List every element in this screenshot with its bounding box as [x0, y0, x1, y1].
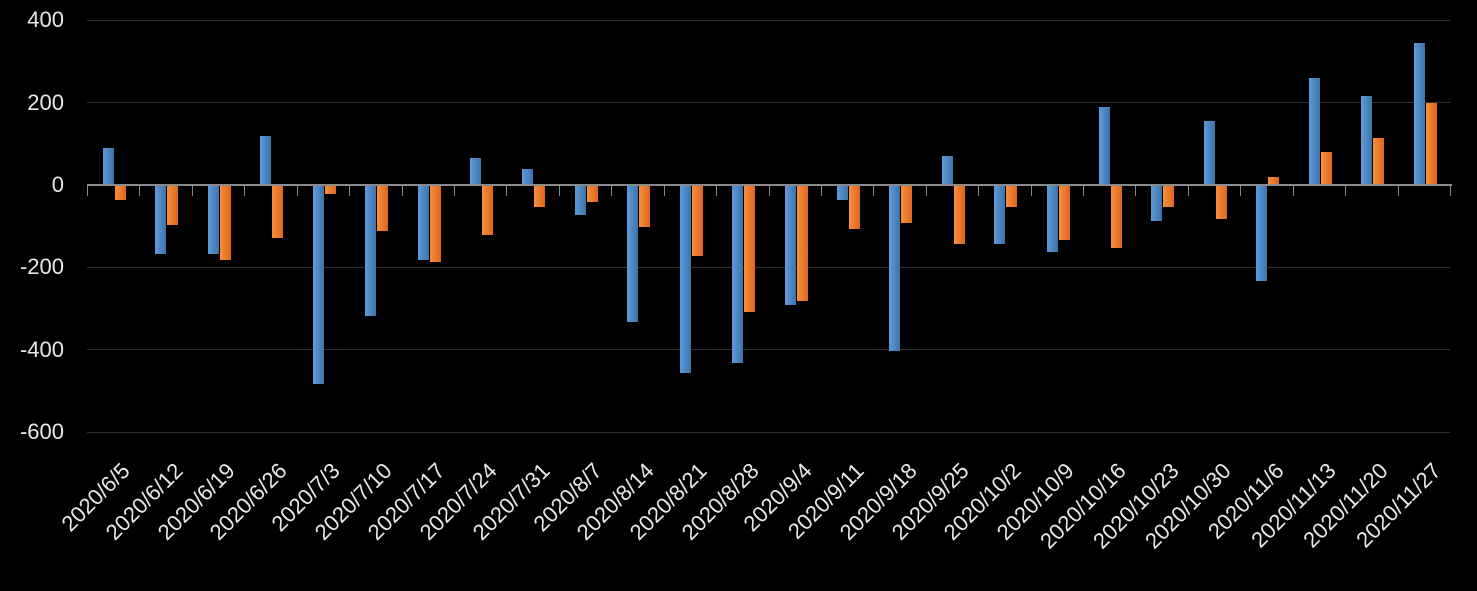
bar-series-2-orange: [901, 186, 913, 224]
axis-tick: [716, 186, 718, 196]
bar-series-2-orange: [534, 186, 546, 207]
bar-series-1-blue: [417, 186, 429, 261]
axis-tick: [244, 186, 246, 196]
bar-series-1-blue: [889, 186, 901, 351]
y-axis-label: -600: [19, 419, 64, 445]
bar-series-2-orange: [691, 186, 703, 257]
axis-tick: [820, 186, 822, 196]
bar-series-1-blue: [1099, 106, 1111, 185]
bar-series-2-orange: [1058, 186, 1070, 240]
bar-series-2-orange: [953, 186, 965, 244]
bar-series-2-orange: [1425, 102, 1437, 185]
bar-series-1-blue: [1361, 96, 1373, 185]
x-axis-line: [87, 184, 1452, 186]
bar-series-2-orange: [848, 186, 860, 230]
bar-series-2-orange: [1320, 152, 1332, 185]
gridline--400: [87, 349, 1450, 351]
bar-series-1-blue: [260, 135, 272, 185]
axis-tick: [768, 186, 770, 196]
axis-tick: [1397, 186, 1399, 196]
axis-tick: [873, 186, 875, 196]
y-axis-label: 0: [51, 172, 64, 197]
bar-series-1-blue: [312, 186, 324, 384]
axis-tick: [1345, 186, 1347, 196]
bar-series-1-blue: [1151, 186, 1163, 222]
bar-series-2-orange: [481, 186, 493, 236]
bar-series-2-orange: [429, 186, 441, 263]
axis-tick: [453, 186, 455, 196]
bar-series-1-blue: [679, 186, 691, 374]
bar-series-1-blue: [1046, 186, 1058, 252]
bar-series-2-orange: [1006, 186, 1018, 207]
axis-tick: [611, 186, 613, 196]
bar-series-2-orange: [1215, 186, 1227, 219]
bar-series-2-orange: [1111, 186, 1123, 248]
axis-tick: [978, 186, 980, 196]
axis-tick: [1450, 186, 1451, 196]
y-axis-label: -400: [19, 336, 64, 362]
gridline--600: [87, 431, 1450, 433]
y-axis-label: -200: [19, 254, 64, 280]
bar-series-2-orange: [115, 186, 126, 201]
bar-series-1-blue: [784, 186, 796, 306]
gridline--200: [87, 266, 1450, 268]
bar-series-1-blue: [1413, 42, 1425, 185]
bar-series-1-blue: [836, 186, 848, 201]
bar-series-2-orange: [272, 186, 284, 238]
bar-series-1-blue: [207, 186, 219, 254]
axis-tick: [139, 186, 141, 196]
bar-series-2-orange: [639, 186, 651, 228]
axis-tick: [558, 186, 560, 196]
bar-series-2-orange: [1268, 176, 1280, 185]
bar-series-1-blue: [469, 158, 481, 185]
bar-series-1-blue: [994, 186, 1006, 244]
axis-tick: [191, 186, 193, 196]
axis-tick: [349, 186, 351, 196]
bar-series-1-blue: [574, 186, 586, 215]
gridline-400: [87, 19, 1450, 21]
axis-tick: [506, 186, 508, 196]
bar-series-2-orange: [167, 186, 179, 226]
bar-series-1-blue: [1308, 77, 1320, 185]
bar-series-1-blue: [103, 147, 114, 185]
axis-tick: [401, 186, 403, 196]
bar-series-2-orange: [1373, 137, 1385, 185]
axis-tick: [1135, 186, 1137, 196]
axis-tick: [1292, 186, 1294, 196]
bar-series-1-blue: [522, 168, 534, 185]
bar-series-2-orange: [796, 186, 808, 302]
y-axis-label: 200: [27, 89, 64, 115]
bar-series-2-orange: [324, 186, 336, 195]
bar-series-1-blue: [941, 156, 953, 185]
axis-tick: [1083, 186, 1085, 196]
bar-series-2-orange: [219, 186, 231, 261]
bar-series-1-blue: [627, 186, 639, 322]
bar-series-1-blue: [732, 186, 744, 364]
bar-series-2-orange: [1163, 186, 1175, 207]
bar-series-2-orange: [377, 186, 389, 232]
bar-series-1-blue: [1256, 186, 1268, 281]
gridline-200: [87, 102, 1450, 104]
axis-tick: [1187, 186, 1189, 196]
bar-series-1-blue: [155, 186, 167, 254]
axis-tick: [663, 186, 665, 196]
bar-series-2-orange: [744, 186, 756, 312]
axis-tick: [925, 186, 927, 196]
bar-series-1-blue: [365, 186, 377, 316]
bar-series-2-orange: [586, 186, 598, 203]
axis-tick: [1240, 186, 1242, 196]
axis-tick: [87, 186, 88, 196]
axis-tick: [296, 186, 298, 196]
axis-tick: [1030, 186, 1032, 196]
bar-series-1-blue: [1203, 121, 1215, 185]
y-axis-label: 400: [27, 7, 64, 33]
